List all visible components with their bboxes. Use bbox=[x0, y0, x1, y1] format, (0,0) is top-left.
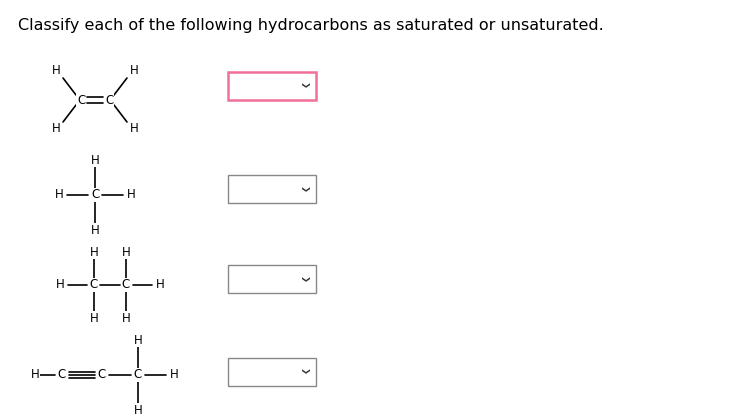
Text: C: C bbox=[98, 368, 106, 381]
Bar bbox=[228, 265, 316, 293]
Text: H: H bbox=[31, 368, 39, 381]
Bar bbox=[228, 175, 316, 203]
Text: H: H bbox=[130, 65, 139, 78]
Text: H: H bbox=[55, 189, 64, 202]
Text: C: C bbox=[105, 94, 113, 107]
Text: C: C bbox=[77, 94, 85, 107]
Text: C: C bbox=[122, 278, 130, 291]
Text: H: H bbox=[169, 368, 178, 381]
Text: C: C bbox=[134, 368, 142, 381]
Bar bbox=[228, 72, 316, 100]
Text: H: H bbox=[155, 278, 164, 291]
Text: H: H bbox=[90, 246, 99, 258]
Text: H: H bbox=[134, 333, 142, 346]
Text: C: C bbox=[58, 368, 66, 381]
Text: ❯: ❯ bbox=[299, 276, 309, 283]
Text: H: H bbox=[55, 278, 64, 291]
Text: C: C bbox=[91, 189, 99, 202]
Text: H: H bbox=[90, 312, 99, 325]
Bar bbox=[228, 358, 316, 386]
Text: H: H bbox=[126, 189, 135, 202]
Text: ❯: ❯ bbox=[299, 82, 309, 89]
Text: ❯: ❯ bbox=[299, 186, 309, 192]
Text: H: H bbox=[122, 312, 131, 325]
Text: H: H bbox=[130, 123, 139, 136]
Text: C: C bbox=[90, 278, 98, 291]
Text: H: H bbox=[134, 404, 142, 417]
Text: Classify each of the following hydrocarbons as saturated or unsaturated.: Classify each of the following hydrocarb… bbox=[18, 18, 604, 33]
Text: H: H bbox=[122, 246, 131, 258]
Text: H: H bbox=[91, 223, 99, 236]
Text: H: H bbox=[91, 153, 99, 166]
Text: H: H bbox=[52, 65, 61, 78]
Text: ❯: ❯ bbox=[299, 368, 309, 375]
Text: H: H bbox=[52, 123, 61, 136]
